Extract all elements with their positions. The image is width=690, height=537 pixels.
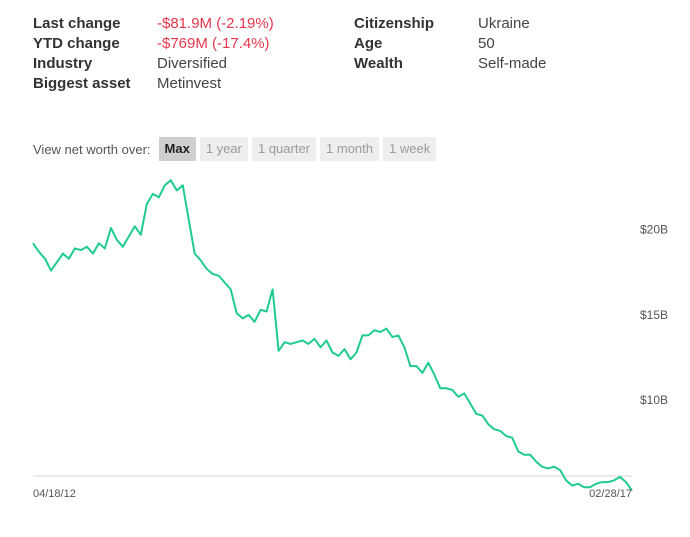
stat-value: -$769M (-17.4%)	[157, 35, 270, 52]
stat-wealth: Wealth	[354, 54, 403, 74]
net-worth-chart: $10B $15B $20B 04/18/12 02/28/17	[32, 179, 668, 500]
stat-ytd-change: YTD change	[33, 34, 120, 54]
stat-label: YTD change	[33, 35, 120, 52]
stat-value: -$81.9M (-2.19%)	[157, 15, 274, 32]
stat-industry-value: Diversified	[157, 54, 227, 74]
stat-age: Age	[354, 34, 382, 54]
stat-wealth-value: Self-made	[478, 54, 546, 74]
x-tick-label-end: 02/28/17	[589, 488, 632, 500]
stat-label: Age	[354, 35, 383, 52]
y-tick-labels: $10B $15B $20B	[640, 223, 668, 408]
stat-biggest-asset: Biggest asset	[33, 74, 131, 94]
stat-age-value: 50	[478, 34, 495, 54]
y-tick-label-15b: $15B	[640, 308, 668, 322]
stat-label: Biggest asset	[33, 75, 131, 92]
stat-biggest-asset-value: Metinvest	[157, 74, 221, 94]
x-tick-label-start: 04/18/12	[33, 488, 76, 500]
net-worth-range-selector: View net worth over: Max 1 year 1 quarte…	[33, 137, 440, 161]
stat-citizenship-value: Ukraine	[478, 14, 530, 34]
range-button-max[interactable]: Max	[158, 137, 196, 161]
range-button-1-week[interactable]: 1 week	[383, 137, 437, 161]
stat-value: Metinvest	[157, 75, 222, 92]
y-tick-label-20b: $20B	[640, 223, 668, 237]
stat-value: Self-made	[478, 55, 547, 72]
stat-value: Ukraine	[478, 15, 530, 32]
net-worth-series-line	[32, 179, 633, 492]
stat-label: Wealth	[354, 55, 403, 72]
range-button-1-quarter[interactable]: 1 quarter	[251, 137, 317, 161]
stat-label: Last change	[33, 15, 121, 32]
range-button-1-month[interactable]: 1 month	[320, 137, 380, 161]
stat-ytd-change-value: -$769M (-17.4%)	[157, 34, 270, 54]
stat-citizenship: Citizenship	[354, 14, 434, 34]
stat-value: Diversified	[157, 55, 228, 72]
stat-value: 50	[478, 35, 495, 52]
y-tick-label-10b: $10B	[640, 393, 668, 407]
stat-last-change: Last change	[33, 14, 121, 34]
stat-label: Industry	[33, 55, 93, 72]
range-button-1-year[interactable]: 1 year	[199, 137, 248, 161]
stat-last-change-value: -$81.9M (-2.19%)	[157, 14, 274, 34]
range-selector-label: View net worth over:	[33, 141, 151, 157]
stat-industry: Industry	[33, 54, 92, 74]
stat-label: Citizenship	[354, 15, 435, 32]
